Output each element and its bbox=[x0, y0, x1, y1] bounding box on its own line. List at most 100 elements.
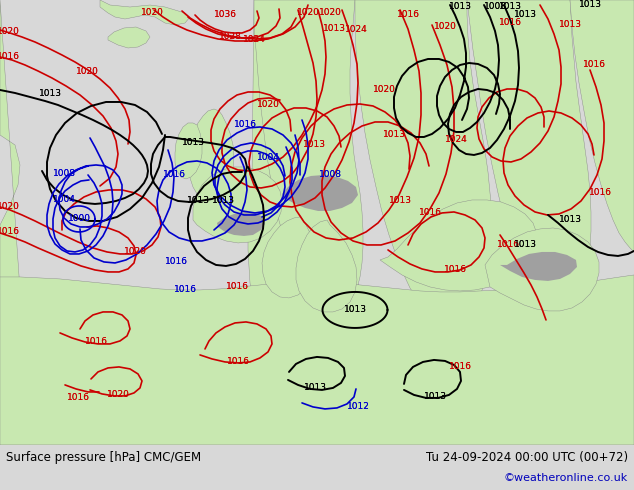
Text: 1020: 1020 bbox=[257, 100, 280, 109]
Text: 1020: 1020 bbox=[373, 85, 396, 95]
Text: 1016: 1016 bbox=[174, 286, 197, 294]
Text: 1013: 1013 bbox=[514, 241, 536, 249]
Polygon shape bbox=[467, 0, 591, 312]
Text: 1013: 1013 bbox=[389, 196, 411, 205]
Polygon shape bbox=[296, 220, 357, 312]
Text: 1012: 1012 bbox=[347, 402, 370, 412]
Polygon shape bbox=[108, 27, 150, 48]
Text: 1013: 1013 bbox=[424, 392, 446, 401]
Text: 1013: 1013 bbox=[389, 196, 411, 205]
Text: 1016: 1016 bbox=[84, 338, 108, 346]
Text: 1016: 1016 bbox=[583, 60, 605, 70]
Text: 1013: 1013 bbox=[448, 2, 472, 11]
Text: 1016: 1016 bbox=[0, 52, 20, 61]
Text: 1013: 1013 bbox=[578, 0, 602, 9]
Polygon shape bbox=[355, 0, 492, 323]
Text: Surface pressure [hPa] CMC/GEM: Surface pressure [hPa] CMC/GEM bbox=[6, 451, 201, 465]
Text: 1013: 1013 bbox=[382, 130, 406, 140]
Polygon shape bbox=[282, 175, 358, 211]
Text: 1013: 1013 bbox=[323, 24, 346, 33]
Text: 1020: 1020 bbox=[318, 8, 342, 18]
Text: 1020: 1020 bbox=[373, 85, 396, 95]
Text: 1008: 1008 bbox=[484, 2, 507, 11]
Text: 1008: 1008 bbox=[318, 171, 342, 179]
Text: 1024: 1024 bbox=[444, 135, 467, 145]
Text: 1013: 1013 bbox=[498, 2, 522, 11]
Polygon shape bbox=[0, 445, 634, 490]
Text: 1016: 1016 bbox=[418, 208, 441, 218]
Text: 1013: 1013 bbox=[559, 21, 581, 29]
Text: 1020: 1020 bbox=[141, 8, 164, 18]
Text: 1016: 1016 bbox=[588, 189, 612, 197]
Text: 1020: 1020 bbox=[0, 27, 20, 36]
Text: 1020: 1020 bbox=[297, 8, 320, 18]
Text: 1013: 1013 bbox=[559, 21, 581, 29]
Polygon shape bbox=[193, 167, 282, 243]
Text: 1013: 1013 bbox=[514, 241, 536, 249]
Text: 1013: 1013 bbox=[181, 139, 205, 147]
Text: 1016: 1016 bbox=[162, 171, 186, 179]
Text: 1008: 1008 bbox=[53, 170, 75, 178]
Text: 1013: 1013 bbox=[39, 90, 61, 98]
Polygon shape bbox=[175, 123, 202, 179]
Text: 1020: 1020 bbox=[434, 23, 456, 31]
Text: 1016: 1016 bbox=[0, 52, 20, 61]
Text: 1016: 1016 bbox=[396, 10, 420, 20]
Text: 1016: 1016 bbox=[233, 121, 257, 129]
Text: 1016: 1016 bbox=[174, 286, 197, 294]
Text: 1016: 1016 bbox=[233, 121, 257, 129]
Text: 1020: 1020 bbox=[75, 68, 98, 76]
Text: 1036: 1036 bbox=[214, 10, 236, 20]
Text: 1016: 1016 bbox=[162, 171, 186, 179]
Text: 1004: 1004 bbox=[53, 196, 75, 204]
Text: 1013: 1013 bbox=[302, 141, 325, 149]
Polygon shape bbox=[248, 0, 347, 400]
Text: 1020: 1020 bbox=[124, 247, 146, 256]
Text: 1016: 1016 bbox=[0, 227, 20, 237]
Text: 1013: 1013 bbox=[302, 141, 325, 149]
Text: 1000: 1000 bbox=[67, 215, 91, 223]
Text: 1013: 1013 bbox=[344, 305, 366, 315]
Text: 1020: 1020 bbox=[124, 247, 146, 256]
Text: 1013: 1013 bbox=[186, 196, 209, 205]
Text: 1024: 1024 bbox=[243, 35, 266, 45]
Text: 1016: 1016 bbox=[67, 393, 89, 402]
Polygon shape bbox=[485, 228, 599, 311]
Text: 1024: 1024 bbox=[243, 35, 266, 45]
Polygon shape bbox=[262, 215, 316, 298]
Text: 1020: 1020 bbox=[257, 100, 280, 109]
Text: 1013: 1013 bbox=[559, 216, 581, 224]
Text: 1004: 1004 bbox=[257, 153, 280, 163]
Text: 1013: 1013 bbox=[304, 384, 327, 392]
Text: 1024: 1024 bbox=[444, 135, 467, 145]
Text: 1013: 1013 bbox=[448, 2, 472, 11]
Text: 1000: 1000 bbox=[67, 215, 91, 223]
Text: 1013: 1013 bbox=[578, 0, 602, 9]
Text: 1016: 1016 bbox=[84, 338, 108, 346]
Text: 1008: 1008 bbox=[318, 171, 342, 179]
Text: 1016: 1016 bbox=[396, 10, 420, 20]
Text: 1008: 1008 bbox=[53, 170, 75, 178]
Text: 1016: 1016 bbox=[418, 208, 441, 218]
Text: 1020: 1020 bbox=[107, 391, 129, 399]
Text: 1013: 1013 bbox=[382, 130, 406, 140]
Text: 1016: 1016 bbox=[448, 363, 472, 371]
Text: 1013: 1013 bbox=[514, 10, 536, 20]
Text: 1016: 1016 bbox=[164, 257, 188, 267]
Text: 1020: 1020 bbox=[0, 202, 20, 212]
Text: 1013: 1013 bbox=[514, 10, 536, 20]
Text: 1016: 1016 bbox=[226, 357, 250, 367]
Polygon shape bbox=[0, 0, 30, 445]
Polygon shape bbox=[254, 0, 363, 315]
Text: 1016: 1016 bbox=[226, 282, 249, 292]
Text: 1008: 1008 bbox=[484, 2, 507, 11]
Polygon shape bbox=[380, 200, 537, 291]
Polygon shape bbox=[217, 212, 265, 236]
Text: 1016: 1016 bbox=[226, 282, 249, 292]
Text: 1013: 1013 bbox=[39, 90, 61, 98]
Text: 1013: 1013 bbox=[498, 2, 522, 11]
Text: 1013: 1013 bbox=[304, 384, 327, 392]
Text: 1016: 1016 bbox=[583, 60, 605, 70]
Polygon shape bbox=[100, 0, 190, 25]
Text: 1016: 1016 bbox=[444, 266, 467, 274]
